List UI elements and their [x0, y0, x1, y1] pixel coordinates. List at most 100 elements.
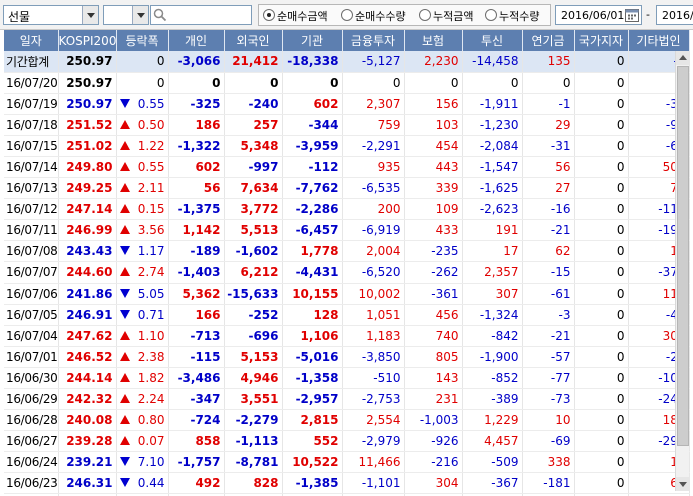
insurance-cell: 443 — [404, 156, 463, 179]
institution-cell: -3,959 — [282, 135, 343, 157]
individual-cell: -3,066 — [168, 51, 225, 73]
triangle-up-icon — [119, 351, 130, 361]
table-row[interactable]: 16/06/24 239.21 7.10 -1,757 -8,781 10,522 11,4… — [4, 451, 690, 474]
government-cell: 0 — [574, 261, 629, 284]
table-row[interactable]: 16/07/13 249.25 2.11 56 7,634 -7,762 -6,535 339… — [4, 177, 690, 200]
table-row[interactable]: 16/06/28 240.08 0.80 -724 -2,279 2,815 2,554 -1… — [4, 409, 690, 432]
foreign-cell: -2,279 — [224, 409, 283, 432]
government-cell: 0 — [574, 135, 629, 157]
scroll-thumb[interactable] — [677, 66, 689, 446]
column-header[interactable]: 기관 — [282, 30, 343, 51]
search-input[interactable] — [169, 7, 249, 23]
financial-investment-cell: -6,520 — [342, 261, 405, 284]
foreign-cell: 7,634 — [224, 177, 283, 200]
column-header[interactable]: 국가지자 — [574, 30, 629, 51]
radio-button[interactable] — [341, 9, 353, 21]
scroll-down-arrow-icon[interactable] — [676, 477, 690, 491]
table-row[interactable]: 16/06/27 239.28 0.07 858 -1,113 552 -2,979 -926… — [4, 430, 690, 453]
chevron-down-icon[interactable] — [82, 6, 98, 24]
date-cell: 16/07/05 — [4, 304, 59, 326]
foreign-cell: -1,113 — [224, 430, 283, 453]
column-header[interactable]: 기타법인 — [628, 30, 690, 51]
table-row[interactable]: 16/07/07 244.60 2.74 -1,403 6,212 -4,431 -6,52… — [4, 261, 690, 284]
table-row[interactable]: 16/07/04 247.62 1.10 -713 -696 1,106 1,183 740-… — [4, 325, 690, 347]
kospi200-cell: 246.99 — [58, 219, 117, 242]
calendar-icon[interactable] — [624, 7, 640, 23]
change-value: 0 — [156, 75, 165, 90]
market-select[interactable]: 선물 — [3, 5, 99, 25]
toolbar: 선물 순매수금액 순매수수량 누적금액 누적수량 2016/06/01 — [0, 0, 693, 30]
column-header[interactable]: 금융투자 — [342, 30, 405, 51]
date-to-field[interactable]: 2016/ — [656, 5, 693, 25]
pension-fund-cell: -77 — [522, 367, 575, 390]
table-row[interactable]: 16/06/23 246.31 0.44 492 828 -1,385 -1,101 304-… — [4, 472, 690, 495]
table-row[interactable]: 16/07/15 251.02 1.22 -1,322 5,348 -3,959 -2,29… — [4, 135, 690, 157]
date-from-field[interactable]: 2016/06/01 — [555, 5, 642, 25]
column-header[interactable]: 연기금 — [522, 30, 575, 51]
individual-cell: 166 — [168, 304, 225, 326]
financial-investment-cell: -1,101 — [342, 472, 405, 495]
triangle-up-icon — [119, 394, 130, 403]
government-cell: 0 — [574, 114, 629, 136]
change-value: 2.74 — [137, 265, 165, 280]
triangle-up-icon — [119, 415, 130, 425]
radio-net-buy-quantity[interactable]: 순매수수량 — [341, 8, 421, 23]
scroll-up-arrow-icon[interactable] — [676, 51, 690, 65]
chevron-down-icon[interactable] — [132, 6, 148, 24]
individual-cell: -1,375 — [168, 198, 225, 221]
table-row[interactable]: 16/06/30 244.14 1.82 -3,486 4,946 -1,358 -510 1… — [4, 367, 690, 390]
table-row[interactable]: 16/06/29 242.32 2.24 -347 3,551 -2,957 -2,753 2… — [4, 388, 690, 411]
change-value: 0.07 — [137, 434, 165, 449]
column-header[interactable]: 외국인 — [224, 30, 283, 51]
table-row[interactable]: 16/07/18 251.52 0.50 186 257 -344 759 103 -1,230… — [4, 114, 690, 136]
investment-trust-cell: -852 — [462, 367, 523, 390]
date-cell: 16/06/30 — [4, 367, 59, 390]
table-row[interactable]: 16/07/19 250.97 0.55 -325 -240 602 2,307 156 -1,… — [4, 93, 690, 115]
total-row[interactable]: 기간합계 250.97 0 -3,066 21,412 -18,338 -5,127 2,23… — [4, 51, 690, 73]
pension-fund-cell: 135 — [522, 51, 575, 73]
kospi200-cell: 246.31 — [58, 472, 117, 495]
column-header[interactable]: 개인 — [168, 30, 225, 51]
date-cell: 16/07/13 — [4, 177, 59, 200]
triangle-up-icon — [119, 119, 130, 129]
radio-button[interactable] — [419, 9, 431, 21]
search-box[interactable] — [150, 5, 252, 25]
column-header[interactable]: 일자 — [4, 30, 59, 51]
kospi200-cell: 244.60 — [58, 261, 117, 284]
column-header[interactable]: 투신 — [462, 30, 523, 51]
change-cell: 2.24 — [116, 388, 169, 411]
table-row[interactable]: 16/07/12 247.14 0.15 -1,375 3,772 -2,286 200 10… — [4, 198, 690, 221]
radio-button[interactable] — [263, 9, 275, 21]
table-row[interactable]: 16/07/06 241.86 5.05 5,362 -15,633 10,155 10,0… — [4, 283, 690, 305]
vertical-scrollbar[interactable] — [675, 51, 690, 491]
table-row[interactable]: 16/07/01 246.52 2.38 -115 5,153 -5,016 -3,850 8… — [4, 346, 690, 368]
radio-net-buy-amount[interactable]: 순매수금액 — [263, 8, 343, 23]
table-row[interactable]: 16/06/22246.751.41-1,3703,033-1,595-2,66… — [4, 493, 690, 496]
other-corporation-cell: -8 — [628, 51, 690, 73]
search-icon[interactable] — [153, 8, 167, 22]
sub-select[interactable] — [103, 5, 149, 25]
change-value: 0.71 — [137, 307, 165, 322]
radio-button[interactable] — [485, 9, 497, 21]
change-value: 2.11 — [137, 181, 165, 196]
radio-cumulative-amount[interactable]: 누적금액 — [419, 8, 485, 23]
table-row[interactable]: 16/07/14 249.80 0.55 602 -997 -112 935 443 -1,54… — [4, 156, 690, 179]
radio-cumulative-quantity[interactable]: 누적수량 — [485, 8, 551, 23]
financial-investment-cell: -2,979 — [342, 430, 405, 453]
individual-cell: 1,142 — [168, 219, 225, 242]
table-row[interactable]: 16/07/08 243.43 1.17 -189 -1,602 1,778 2,004 -2… — [4, 240, 690, 263]
individual-cell: -115 — [168, 346, 225, 368]
financial-investment-cell: -6,535 — [342, 177, 405, 200]
triangle-up-icon — [119, 372, 130, 382]
column-header[interactable]: KOSPI200 — [58, 30, 117, 51]
date-cell: 16/07/04 — [4, 325, 59, 347]
insurance-cell: 2,230 — [404, 51, 463, 73]
column-header[interactable]: 보험 — [404, 30, 463, 51]
financial-investment-cell: -6,919 — [342, 219, 405, 242]
table-row[interactable]: 16/07/05 246.91 0.71 166 -252 128 1,051 456 -1,3… — [4, 304, 690, 326]
change-cell: 2.11 — [116, 177, 169, 200]
column-header[interactable]: 등락폭 — [116, 30, 169, 51]
kospi200-cell: 243.43 — [58, 240, 117, 263]
table-row[interactable]: 16/07/11 246.99 3.56 1,142 5,513 -6,457 -6,919… — [4, 219, 690, 242]
